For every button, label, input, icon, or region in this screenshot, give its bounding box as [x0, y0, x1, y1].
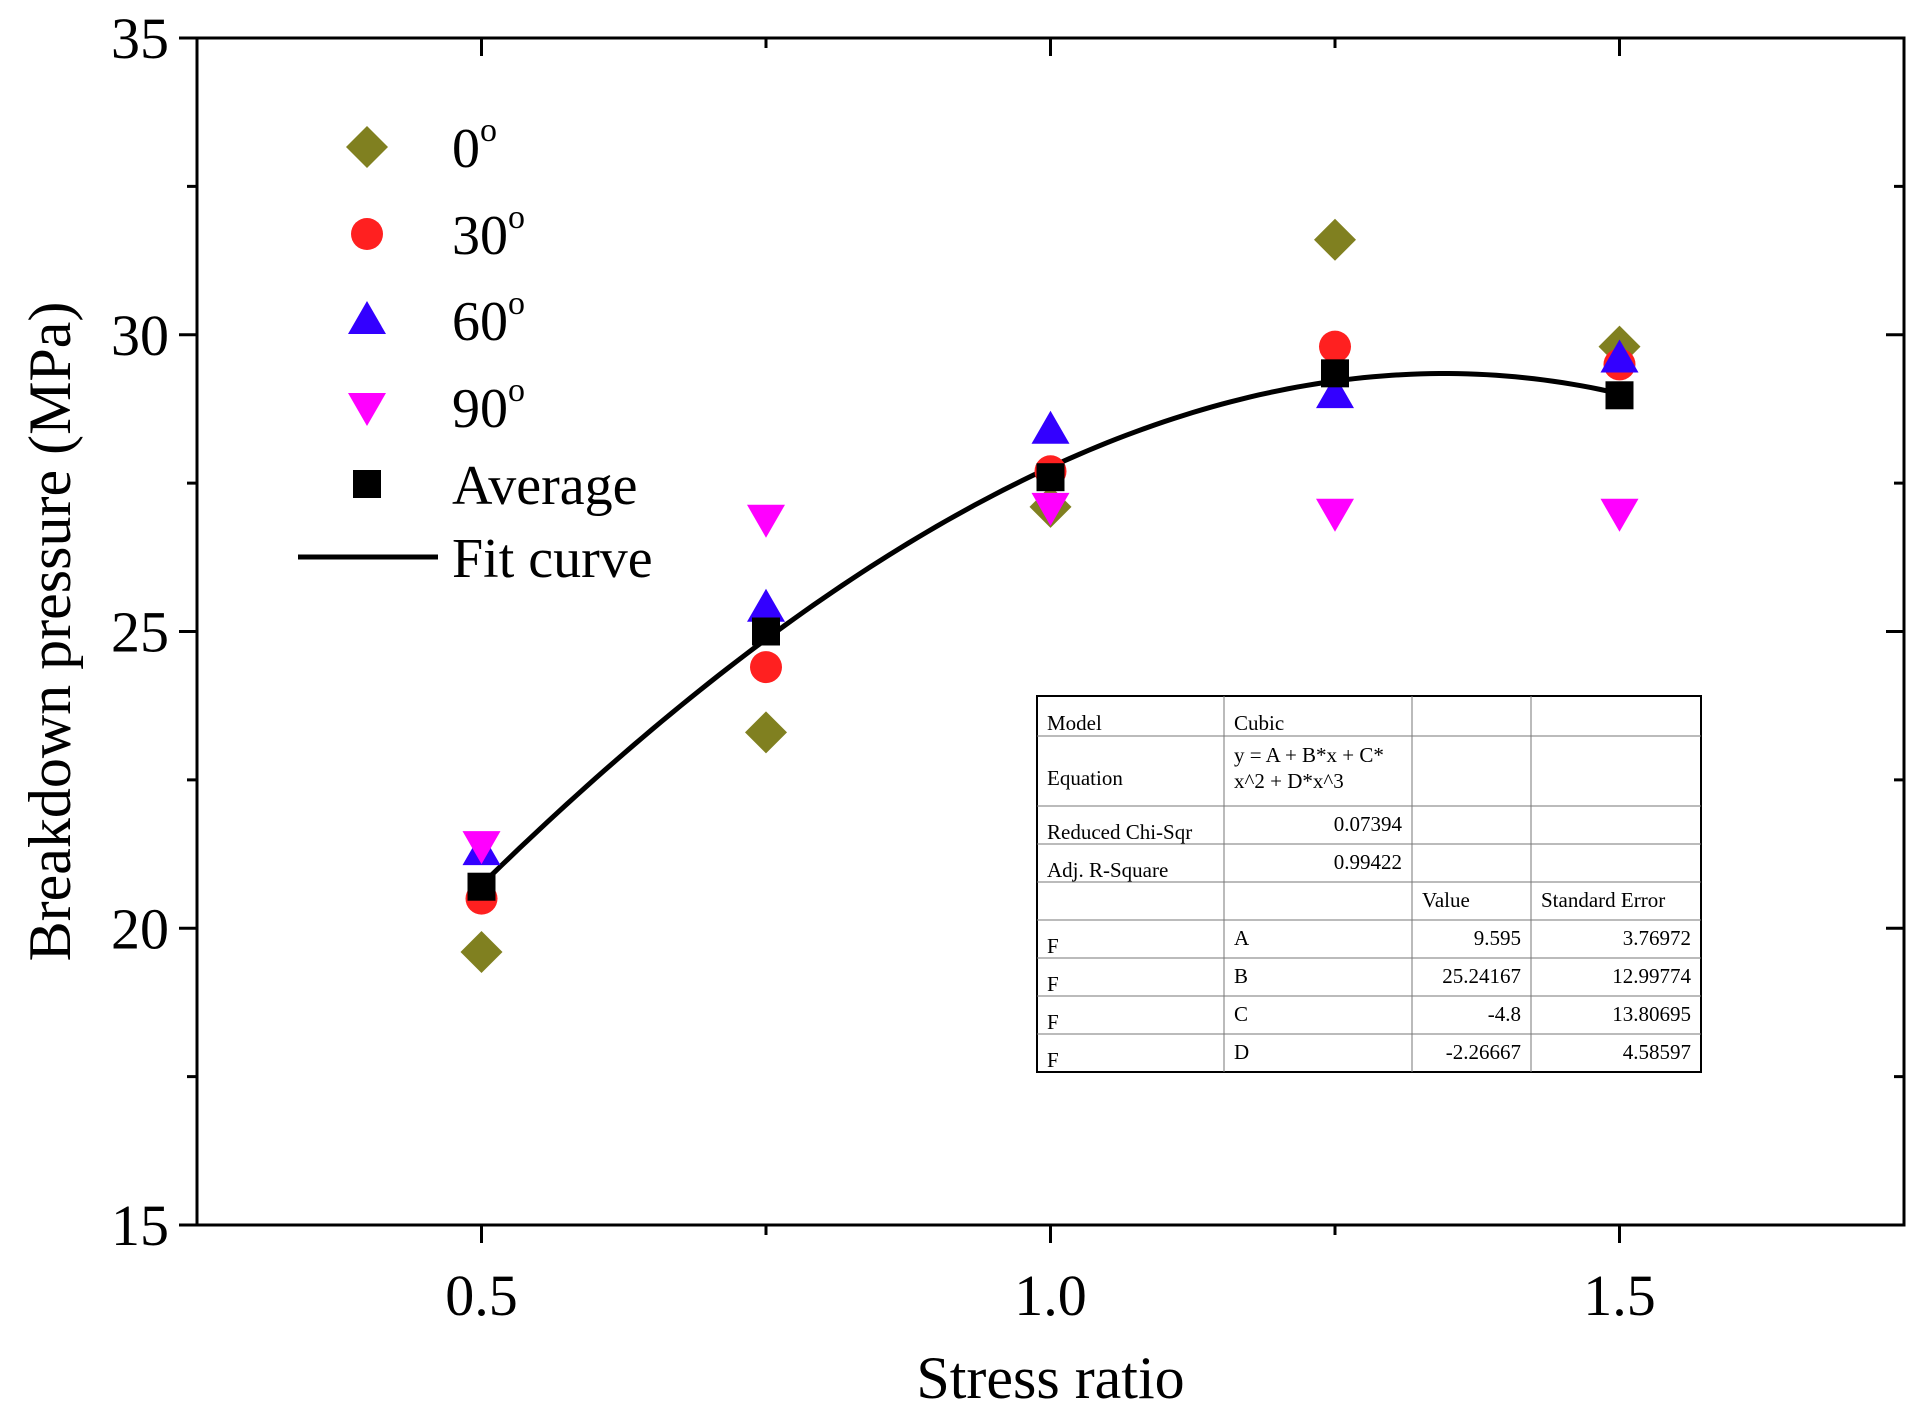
point-60-4	[1316, 375, 1354, 409]
x-tick-label: 0.5	[445, 1263, 518, 1328]
y-tick-label: 15	[111, 1193, 169, 1258]
fit-table-cell: 12.99774	[1612, 964, 1691, 988]
point-0-2	[745, 711, 787, 754]
fit-table-cell: 0.07394	[1334, 812, 1403, 836]
legend-label-sup: o	[508, 285, 525, 322]
fit-table-cell: Reduced Chi-Sqr	[1047, 820, 1192, 844]
fit-table-cell: F	[1047, 972, 1059, 996]
fit-table-cell: Cubic	[1234, 711, 1284, 735]
point-30-4	[1319, 330, 1351, 363]
tick-labels: 15 20 25 30 35 0.5 1.0 1.5	[111, 6, 1656, 1328]
legend-marker-0	[346, 126, 388, 168]
x-tick-label: 1.5	[1583, 1263, 1656, 1328]
fit-table-cell: C	[1234, 1002, 1248, 1026]
fit-parameters-table: Model Cubic Equation y = A + B*x + C* x^2 + …	[1036, 695, 1702, 1073]
fit-table-cell: Equation	[1047, 766, 1123, 790]
fit-table-cell: 0.99422	[1334, 850, 1402, 874]
fit-table-cell: Adj. R-Square	[1047, 858, 1168, 882]
legend-marker-30	[351, 218, 383, 250]
point-90-2	[747, 504, 785, 538]
point-average-5	[1605, 381, 1634, 410]
fit-table-cell: 3.76972	[1623, 926, 1691, 950]
legend-marker-90	[348, 393, 386, 426]
fit-table-cell-line: y = A + B*x + C*	[1234, 743, 1384, 767]
fit-table-cell: 4.58597	[1623, 1040, 1691, 1064]
legend-label-average: Average	[452, 455, 638, 517]
fit-table-cell: -2.26667	[1446, 1040, 1521, 1064]
fit-table-cell: Value	[1422, 888, 1470, 912]
point-average-2	[752, 617, 780, 646]
fit-table-cell: Model	[1047, 711, 1102, 735]
x-tick-label: 1.0	[1014, 1263, 1087, 1328]
point-average-4	[1321, 359, 1349, 388]
fit-table-cell: B	[1234, 964, 1248, 988]
point-0-1	[460, 930, 503, 973]
y-tick-label: 35	[111, 6, 169, 71]
legend-label-sup: o	[480, 112, 497, 149]
legend-marker-average	[353, 470, 381, 498]
axis-ticks	[179, 36, 1904, 1243]
x-axis-title: Stress ratio	[916, 1345, 1184, 1411]
fit-table-cell: Standard Error	[1541, 888, 1665, 912]
point-90-3	[1031, 492, 1070, 526]
fit-table-cell: y = A + B*x + C* x^2 + D*x^3	[1234, 743, 1384, 793]
point-30-2	[750, 651, 782, 684]
point-0-4	[1314, 218, 1356, 261]
point-60-2	[747, 588, 785, 622]
fit-table-cell: 25.24167	[1442, 964, 1521, 988]
legend-label-sup: o	[508, 199, 525, 236]
point-60-3	[1031, 410, 1070, 444]
legend-label-sup: o	[508, 372, 525, 409]
legend-label-fit-curve: Fit curve	[452, 528, 653, 590]
fit-table-cell: -4.8	[1488, 1002, 1521, 1026]
fit-table-cell: D	[1234, 1040, 1249, 1064]
y-tick-label: 25	[111, 600, 169, 665]
point-average-1	[467, 872, 496, 901]
fit-table-frame	[1036, 695, 1702, 1073]
fit-table-cell: F	[1047, 1048, 1059, 1072]
point-90-1	[462, 831, 501, 865]
fit-table-cell: 13.80695	[1612, 1002, 1691, 1026]
fit-table-cell: A	[1234, 926, 1250, 950]
legend-marker-60	[348, 301, 386, 334]
point-average-3	[1036, 463, 1065, 492]
point-90-4	[1316, 498, 1354, 532]
y-axis-title: Breakdown pressure (MPa)	[17, 302, 83, 962]
fit-table-cell: F	[1047, 934, 1059, 958]
fit-table-cell: F	[1047, 1010, 1059, 1034]
legend-label-30: 30o	[452, 199, 525, 267]
point-60-5	[1600, 339, 1639, 373]
y-tick-label: 30	[111, 303, 169, 368]
data-points	[460, 218, 1641, 973]
fit-table-cell-line: x^2 + D*x^3	[1234, 769, 1344, 793]
y-tick-label: 20	[111, 896, 169, 961]
point-90-5	[1600, 498, 1639, 532]
fit-table-cell: 9.595	[1474, 926, 1521, 950]
